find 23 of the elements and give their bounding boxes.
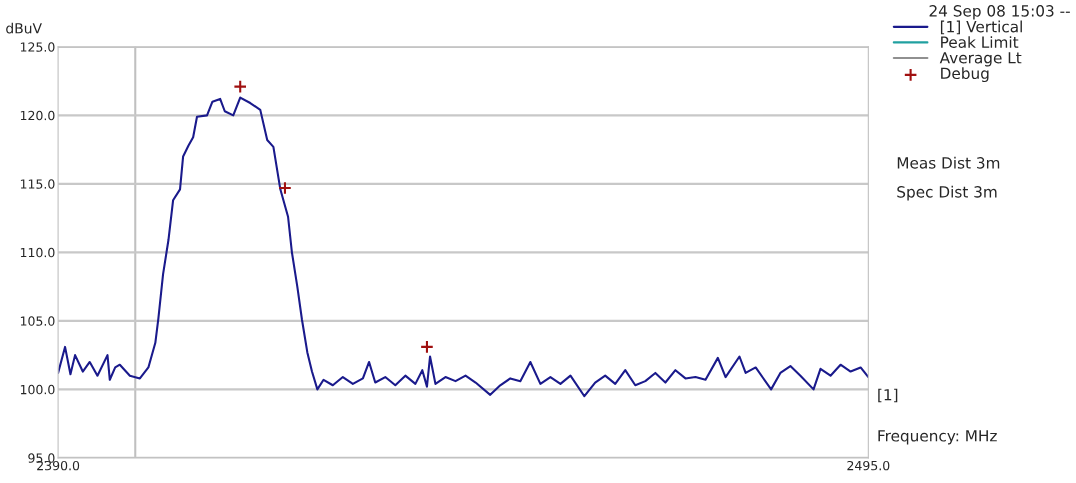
text: 24 Sep 08 15:03 -- bbox=[929, 5, 1070, 20]
legend-label: [1] Vertical bbox=[940, 20, 1022, 35]
legend-label: Average Lt bbox=[939, 52, 1022, 67]
y-axis-title: dBuV bbox=[6, 22, 42, 34]
y-tick-label: 105.0 bbox=[20, 316, 55, 326]
legend-label: Peak Limit bbox=[941, 36, 1019, 48]
text: [1] bbox=[878, 388, 898, 403]
x-tick-label: 2390.0 bbox=[37, 460, 80, 471]
y-tick-label: 115.0 bbox=[20, 179, 55, 189]
y-tick-label: 100.0 bbox=[20, 384, 55, 395]
legend-label: Debug bbox=[941, 67, 989, 83]
point bbox=[233, 79, 248, 94]
point bbox=[420, 340, 434, 354]
y-tick-label: 110.0 bbox=[20, 247, 55, 258]
point bbox=[278, 181, 292, 195]
y-tick-label: 120.0 bbox=[20, 110, 55, 121]
y-tick-label: 95.0 bbox=[28, 453, 55, 463]
x-axis-title: Frequency: MHz bbox=[878, 430, 997, 445]
text: Meas Dist 3m bbox=[897, 156, 1000, 169]
line-series bbox=[58, 96, 869, 398]
x-tick-label: 2495.0 bbox=[847, 460, 890, 471]
y-tick-label: 125.0 bbox=[20, 42, 55, 52]
text: Spec Dist 3m bbox=[897, 185, 997, 201]
